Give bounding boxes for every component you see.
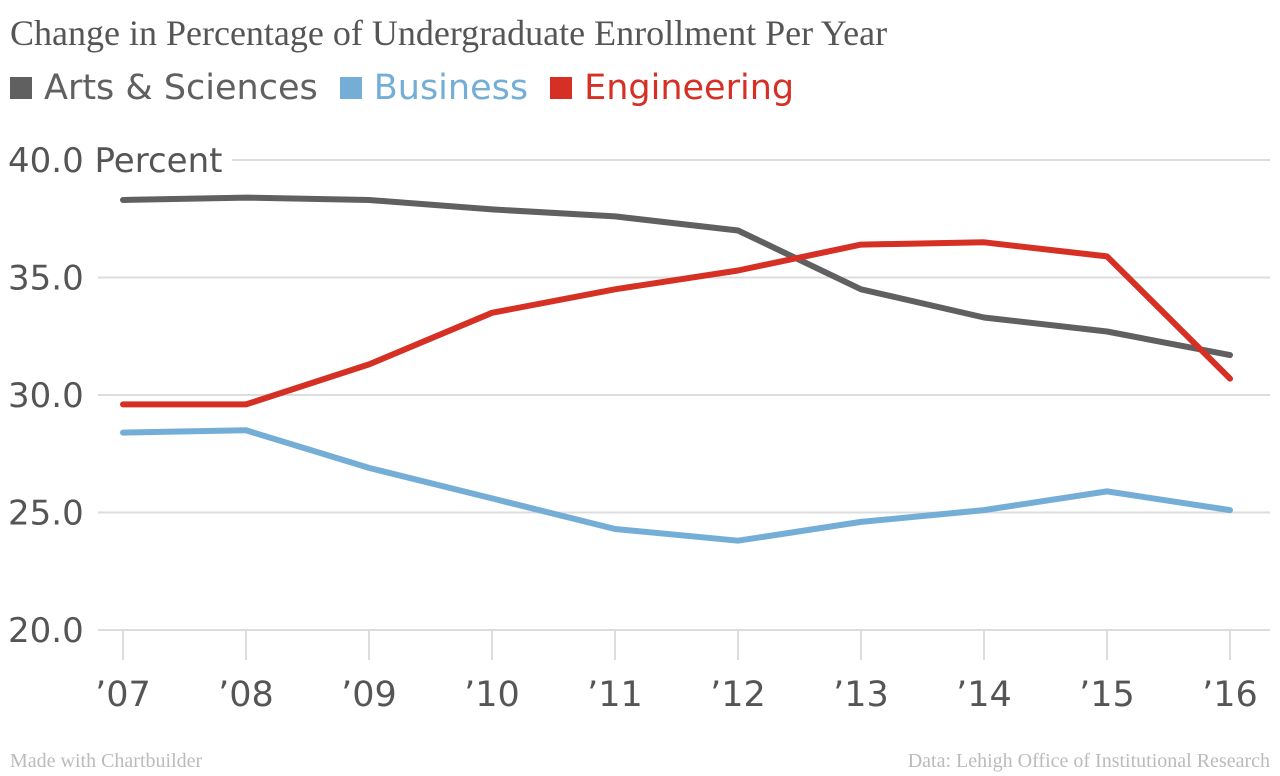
- x-tick-label: ’13: [833, 675, 889, 715]
- x-tick-label: ’12: [710, 675, 766, 715]
- x-tick-label: ’07: [95, 675, 151, 715]
- x-tick-label: ’08: [218, 675, 274, 715]
- x-tick-label: ’16: [1202, 675, 1258, 715]
- x-tick-label: ’15: [1079, 675, 1135, 715]
- footer-source: Data: Lehigh Office of Institutional Res…: [907, 750, 1270, 772]
- legend-swatch-arts-sciences: [10, 77, 32, 99]
- legend-item-business: Business: [339, 68, 529, 108]
- x-tick-label: ’09: [341, 675, 397, 715]
- y-tick-label: 25.0: [8, 494, 84, 534]
- series-line-business: [120, 427, 1233, 544]
- series-line-engineering: [120, 239, 1233, 408]
- legend-swatch-engineering: [550, 77, 573, 99]
- legend-item-arts-sciences: Arts & Sciences: [10, 68, 318, 108]
- y-tick-label: 40.0 Percent: [8, 141, 222, 181]
- x-tick-label: ’10: [464, 675, 520, 715]
- legend-swatch-business: [339, 77, 362, 99]
- y-tick-label: 35.0: [8, 259, 84, 299]
- y-tick-label: 20.0: [8, 611, 84, 651]
- legend-item-engineering: Engineering: [550, 68, 794, 108]
- legend-label-engineering: Engineering: [584, 68, 795, 108]
- chart-legend: Arts & Sciences Business Engineering: [10, 68, 816, 108]
- legend-label-business: Business: [373, 68, 529, 108]
- legend-label-arts-sciences: Arts & Sciences: [44, 68, 318, 108]
- x-tick-label: ’14: [956, 675, 1012, 715]
- x-tick-label: ’11: [587, 675, 643, 715]
- chart-title: Change in Percentage of Undergraduate En…: [10, 13, 888, 53]
- series-line-arts-sciences: [120, 194, 1233, 359]
- footer-credit: Made with Chartbuilder: [10, 750, 203, 772]
- y-tick-label: 30.0: [8, 376, 84, 416]
